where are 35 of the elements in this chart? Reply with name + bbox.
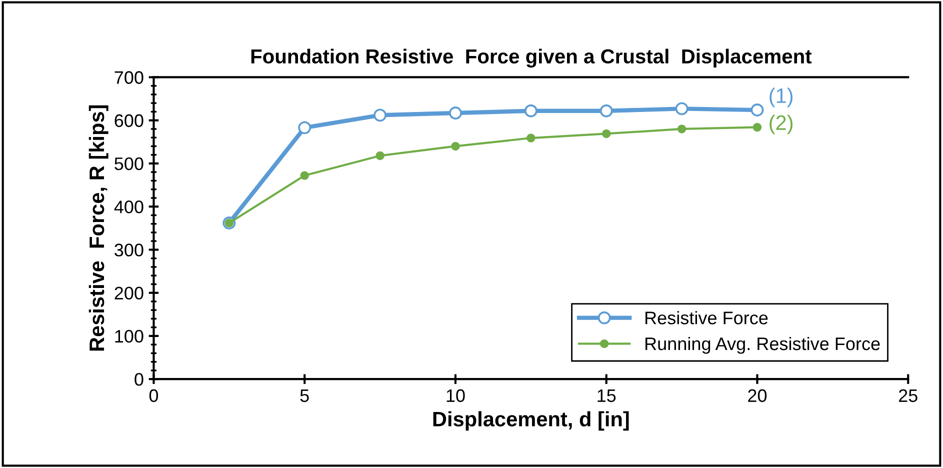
point bbox=[752, 122, 762, 132]
annotation: (1) bbox=[770, 88, 793, 108]
legend-label: Running Avg. Resistive Force bbox=[646, 336, 880, 354]
y-tick-label: 500 bbox=[114, 157, 144, 170]
point bbox=[600, 104, 613, 118]
x-tick-label: 15 bbox=[598, 389, 616, 402]
point bbox=[449, 106, 462, 120]
point bbox=[374, 108, 386, 122]
point bbox=[451, 142, 460, 151]
point bbox=[298, 121, 312, 134]
y-tick-label: 400 bbox=[114, 200, 144, 214]
point bbox=[524, 104, 538, 118]
annotation: (2) bbox=[770, 114, 793, 134]
point bbox=[675, 102, 688, 116]
point bbox=[602, 129, 611, 138]
y-tick-label: 600 bbox=[114, 114, 144, 128]
y-axis-title: Resistive Force, R [kips] bbox=[88, 105, 108, 351]
chart-title: Foundation Resistive Force given a Crustal Displacement bbox=[251, 48, 812, 68]
x-tick-label: 0 bbox=[149, 389, 158, 402]
x-tick-label: 20 bbox=[748, 389, 767, 402]
y-tick-label: 300 bbox=[114, 244, 144, 256]
legend-label: Resistive Force bbox=[646, 311, 768, 324]
x-tick-label: 25 bbox=[898, 389, 918, 402]
point bbox=[677, 124, 686, 134]
y-tick-label: 700 bbox=[114, 71, 144, 84]
x-tick-label: 10 bbox=[446, 389, 465, 402]
point bbox=[526, 134, 536, 142]
y-tick-label: 0 bbox=[134, 373, 144, 386]
y-tick-label: 100 bbox=[115, 330, 144, 343]
point bbox=[376, 151, 384, 160]
y-tick-label: 200 bbox=[114, 286, 144, 300]
x-axis-title: Displacement, d [in] bbox=[433, 411, 629, 431]
x-tick-label: 5 bbox=[300, 389, 309, 402]
point bbox=[750, 104, 764, 116]
point bbox=[300, 171, 309, 180]
